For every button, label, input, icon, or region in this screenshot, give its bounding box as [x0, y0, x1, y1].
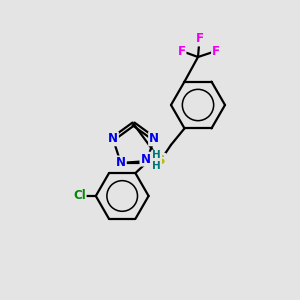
Text: N: N	[140, 153, 150, 166]
Text: H: H	[152, 161, 161, 171]
Text: H: H	[152, 151, 161, 160]
Text: F: F	[212, 44, 220, 58]
Text: N: N	[116, 157, 126, 169]
Text: Cl: Cl	[73, 190, 86, 202]
Text: N: N	[149, 132, 159, 145]
Text: F: F	[196, 32, 203, 46]
Text: F: F	[178, 44, 185, 58]
Text: N: N	[108, 132, 118, 145]
Text: S: S	[156, 154, 165, 167]
